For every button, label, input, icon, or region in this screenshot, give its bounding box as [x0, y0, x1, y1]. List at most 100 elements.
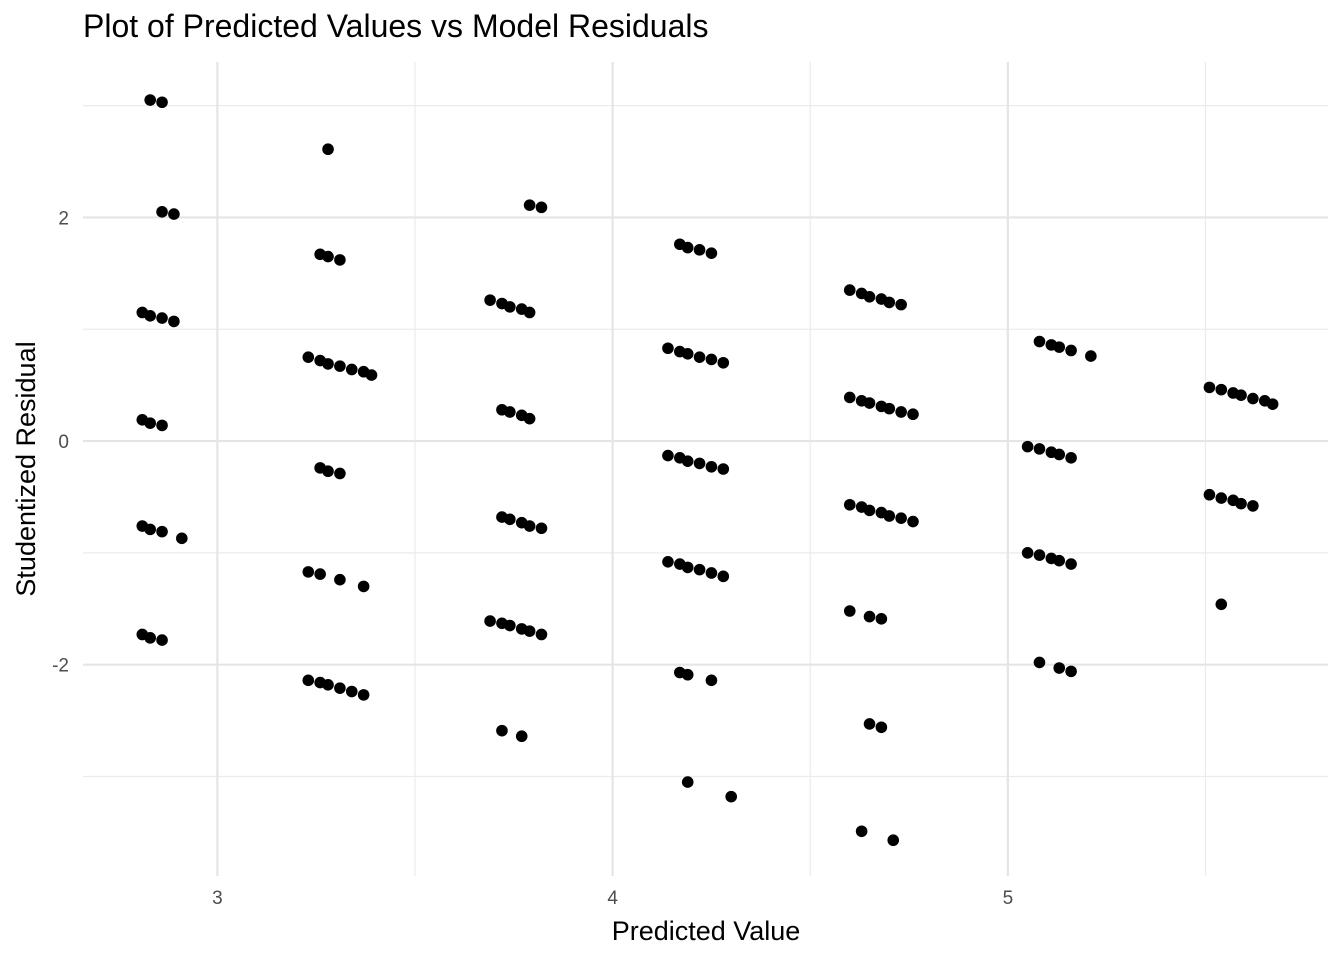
data-point: [1033, 443, 1046, 455]
data-point: [1033, 549, 1046, 561]
data-point: [662, 449, 674, 462]
data-point: [156, 525, 168, 538]
data-point: [334, 360, 346, 372]
data-point: [357, 689, 370, 701]
data-point: [144, 94, 156, 106]
major-gridlines: [83, 62, 1328, 876]
data-point: [1065, 452, 1077, 464]
data-point: [1235, 389, 1247, 402]
data-point: [1215, 492, 1228, 504]
data-point: [168, 315, 180, 328]
data-point: [523, 625, 536, 637]
data-points: [136, 94, 1279, 847]
data-point: [1033, 335, 1046, 348]
data-point: [681, 455, 694, 467]
data-point: [523, 520, 536, 532]
data-point: [907, 515, 919, 528]
data-point: [863, 610, 876, 623]
data-point: [334, 682, 346, 694]
data-point: [1021, 547, 1034, 559]
data-point: [895, 512, 907, 524]
data-point: [843, 605, 856, 617]
data-point: [322, 250, 334, 263]
data-point: [535, 201, 548, 214]
data-point: [302, 674, 315, 687]
data-point: [681, 776, 694, 788]
data-point: [1247, 500, 1259, 512]
data-point: [855, 825, 868, 838]
data-point: [1065, 665, 1077, 678]
data-point: [168, 208, 180, 220]
data-point: [523, 306, 536, 319]
y-axis-ticks: -2 0 2: [52, 208, 69, 676]
data-point: [662, 556, 674, 568]
data-point: [156, 96, 168, 109]
data-point: [322, 678, 334, 691]
data-point: [705, 674, 718, 687]
data-point: [1215, 383, 1228, 396]
data-point: [156, 634, 168, 646]
data-point: [302, 566, 315, 578]
data-point: [322, 465, 334, 478]
data-point: [1053, 341, 1066, 353]
data-point: [523, 412, 536, 425]
data-point: [1053, 554, 1066, 567]
data-point: [1021, 440, 1034, 453]
data-point: [883, 296, 896, 309]
data-point: [357, 580, 370, 593]
y-tick-label: 0: [58, 432, 69, 453]
data-point: [302, 351, 315, 363]
data-point: [863, 718, 876, 730]
data-point: [1235, 497, 1247, 510]
data-point: [1247, 392, 1259, 405]
data-point: [334, 467, 346, 480]
data-point: [895, 406, 907, 418]
data-point: [1203, 381, 1216, 394]
data-point: [496, 724, 508, 737]
data-point: [1266, 398, 1279, 410]
data-point: [345, 685, 358, 698]
data-point: [1215, 598, 1228, 611]
data-point: [681, 241, 694, 254]
data-point: [322, 143, 334, 156]
data-point: [681, 561, 694, 574]
data-point: [843, 391, 856, 404]
data-point: [504, 301, 516, 313]
data-point: [156, 206, 168, 218]
data-point: [863, 504, 876, 517]
data-point: [863, 397, 876, 409]
data-point: [504, 619, 516, 632]
data-point: [1053, 448, 1066, 461]
data-point: [705, 353, 718, 366]
y-axis-title: Studentized Residual: [11, 341, 41, 596]
data-point: [156, 419, 168, 432]
data-point: [705, 567, 718, 579]
data-point: [681, 348, 694, 360]
data-point: [1203, 488, 1216, 501]
data-point: [144, 523, 156, 536]
data-point: [334, 254, 346, 266]
data-point: [1053, 662, 1066, 674]
data-point: [895, 298, 907, 311]
x-tick-label: 4: [607, 888, 618, 909]
data-point: [875, 613, 888, 625]
data-point: [693, 563, 706, 576]
x-axis-title: Predicted Value: [612, 916, 801, 946]
x-tick-label: 3: [212, 888, 223, 909]
data-point: [144, 310, 156, 322]
data-point: [883, 402, 896, 415]
data-point: [883, 510, 896, 522]
data-point: [1033, 656, 1046, 669]
data-point: [144, 417, 156, 429]
data-point: [535, 522, 548, 535]
data-point: [717, 356, 730, 369]
data-point: [345, 363, 358, 376]
x-axis-ticks: 3 4 5: [212, 888, 1013, 909]
data-point: [843, 498, 856, 511]
data-point: [693, 244, 706, 256]
data-point: [875, 721, 888, 734]
data-point: [365, 369, 378, 381]
data-point: [504, 406, 516, 418]
chart-title: Plot of Predicted Values vs Model Residu…: [83, 8, 709, 44]
